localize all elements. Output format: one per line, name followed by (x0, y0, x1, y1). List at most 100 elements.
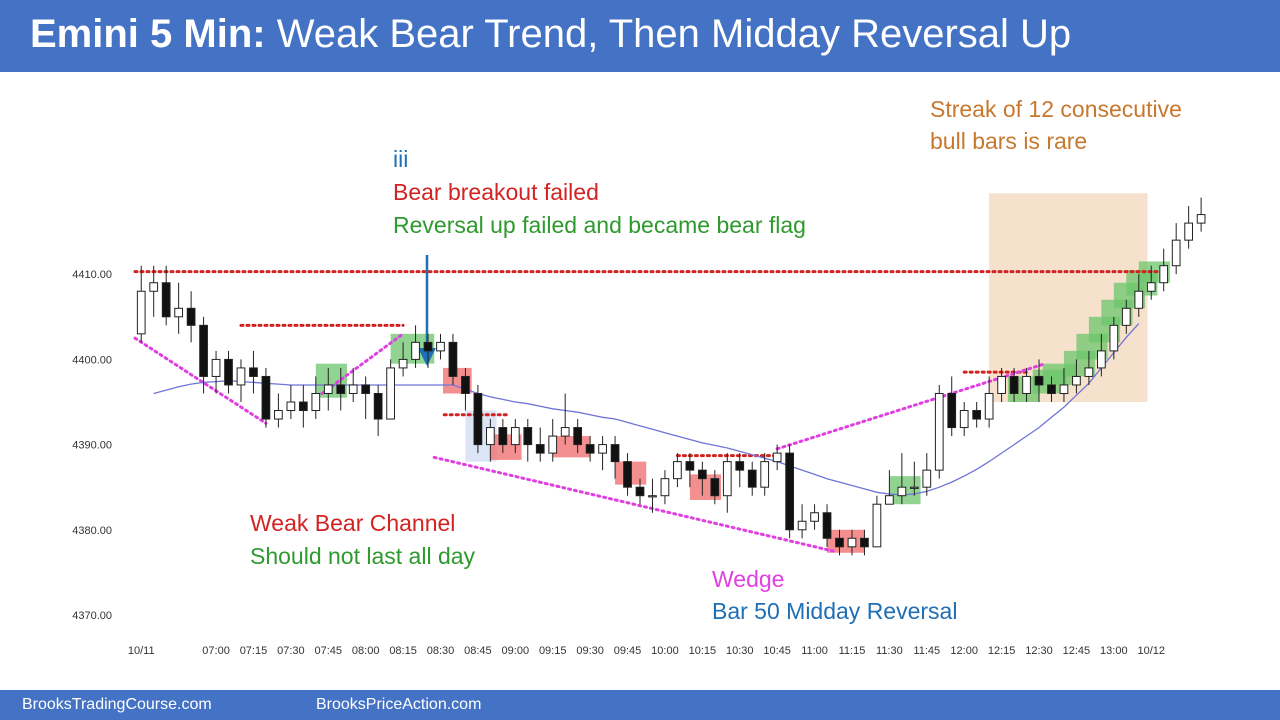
bull-candle-17 (348, 384, 358, 394)
bear-candle-49 (747, 469, 757, 488)
bull-candle-74 (1059, 384, 1069, 394)
bull-candle-60 (885, 495, 894, 505)
x-tick-label-22: 12:15 (988, 645, 1016, 657)
bear-candle-38 (610, 444, 620, 463)
bear-candle-10 (261, 375, 271, 420)
y-tick-label-2: 4390.00 (72, 440, 112, 452)
x-tick-label-8: 08:45 (464, 645, 492, 657)
bull-candle-21 (398, 358, 408, 369)
bull-candle-33 (548, 435, 558, 454)
bear-candle-31 (523, 427, 533, 446)
bull-candle-53 (797, 520, 807, 531)
annotation-streak-line2: bull bars is rare (930, 128, 1088, 154)
y-tick-label-3: 4400.00 (72, 354, 112, 366)
wedge-line-lower-2 (432, 455, 835, 553)
bear-candle-16 (336, 384, 346, 394)
bear-candle-27 (473, 392, 483, 446)
bull-candle-20 (386, 367, 395, 420)
bull-candle-8 (236, 367, 246, 386)
bear-candle-23 (423, 341, 433, 352)
x-tick-label-13: 10:00 (651, 645, 679, 657)
x-tick-label-21: 12:00 (950, 645, 978, 657)
bull-candle-62 (909, 486, 919, 489)
bear-signal-box-4 (552, 436, 591, 458)
x-tick-label-1: 07:00 (202, 645, 230, 657)
bear-candle-7 (224, 358, 233, 386)
bull-candle-0 (136, 290, 146, 335)
chart-title: Emini 5 Min: Weak Bear Trend, Then Midda… (30, 12, 1071, 57)
bull-candle-79 (1121, 307, 1131, 326)
x-tick-label-17: 11:00 (801, 645, 828, 657)
bull-candle-71 (1022, 375, 1031, 394)
footer-bar: BrooksTradingCourse.com BrooksPriceActio… (0, 690, 1280, 720)
bear-candle-65 (947, 392, 957, 429)
annotation-bar50: Bar 50 Midday Reversal (712, 598, 958, 624)
bear-candle-58 (860, 537, 869, 548)
bull-candle-76 (1084, 367, 1094, 377)
x-tick-label-6: 08:15 (389, 645, 417, 657)
bear-candle-5 (199, 324, 208, 377)
bear-candle-56 (835, 537, 844, 548)
moving-average-early (153, 380, 291, 395)
bear-candle-29 (498, 427, 508, 446)
title-bold: Emini 5 Min: (30, 12, 266, 56)
bull-candle-85 (1196, 214, 1206, 224)
bear-candle-35 (573, 427, 583, 446)
bull-candle-78 (1109, 324, 1119, 352)
x-tick-label-26: 10/12 (1137, 645, 1165, 657)
bull-candle-14 (311, 392, 321, 412)
bear-candle-44 (685, 461, 695, 471)
bull-candle-50 (760, 461, 770, 488)
bear-candle-26 (461, 375, 470, 394)
bear-candle-52 (785, 452, 794, 531)
annotation-iii: iii (393, 146, 409, 172)
bull-candle-80 (1134, 290, 1144, 309)
bear-candle-40 (635, 486, 645, 497)
bull-candle-1 (149, 282, 159, 292)
candlestick-chart: 4370.00 4380.00 4390.00 4400.00 4410.00 10/11… (72, 193, 1206, 657)
bull-candle-59 (872, 503, 882, 548)
footer-left-link[interactable]: BrooksTradingCourse.com (22, 696, 212, 713)
bull-candle-77 (1096, 350, 1106, 369)
title-bar: Emini 5 Min: Weak Bear Trend, Then Midda… (0, 0, 1280, 72)
x-tick-label-14: 10:15 (689, 645, 717, 657)
bear-candle-48 (735, 461, 745, 471)
bull-candle-22 (411, 341, 420, 360)
x-tick-label-2: 07:15 (240, 645, 268, 657)
x-tick-label-24: 12:45 (1063, 645, 1091, 657)
x-tick-label-15: 10:30 (726, 645, 754, 657)
bear-candle-32 (535, 444, 545, 454)
bull-candle-24 (436, 341, 445, 352)
wedge-line-lower-1 (133, 336, 268, 425)
bull-candle-63 (922, 469, 932, 488)
bear-candle-2 (161, 282, 171, 318)
bear-candle-73 (1047, 384, 1056, 394)
bull-candle-30 (510, 427, 520, 446)
bull-candle-61 (897, 486, 907, 497)
x-tick-label-23: 12:30 (1025, 645, 1053, 657)
footer-right-link[interactable]: BrooksPriceAction.com (316, 696, 482, 713)
x-tick-label-10: 09:15 (539, 645, 567, 657)
bull-candle-68 (984, 392, 994, 420)
x-tick-label-18: 11:15 (839, 645, 866, 657)
annotation-weak-bear-channel: Weak Bear Channel (250, 510, 456, 536)
bull-candle-69 (997, 375, 1006, 394)
x-tick-label-25: 13:00 (1100, 645, 1128, 657)
down-arrow-head (418, 348, 436, 366)
bull-candle-82 (1159, 265, 1169, 284)
bull-candle-11 (274, 410, 283, 420)
bear-candle-4 (186, 307, 196, 326)
bull-candle-6 (211, 358, 221, 377)
bull-candle-64 (934, 392, 944, 471)
x-tick-label-0: 10/11 (128, 645, 155, 657)
annotation-wedge: Wedge (712, 566, 785, 592)
bear-candle-36 (585, 444, 595, 454)
bear-candle-39 (623, 461, 632, 488)
bear-candle-45 (697, 469, 707, 480)
bear-candle-19 (373, 392, 383, 420)
bull-candle-12 (286, 401, 296, 412)
bear-candle-70 (1009, 375, 1019, 394)
x-tick-label-9: 09:00 (502, 645, 530, 657)
x-tick-label-19: 11:30 (876, 645, 903, 657)
x-tick-label-11: 09:30 (576, 645, 604, 657)
